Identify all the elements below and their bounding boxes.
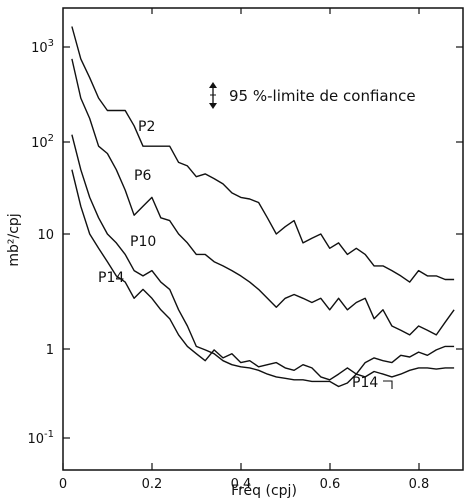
series-layer <box>71 26 455 388</box>
plot-frame <box>62 7 464 471</box>
series-line-p10 <box>71 134 455 388</box>
y-tick-label: 1 <box>46 343 54 358</box>
y-tick-label: 103 <box>31 38 54 56</box>
y-tick-label: 102 <box>31 133 54 151</box>
confidence-annotation: 95 %-limite de confiance <box>229 87 416 105</box>
confidence-marker-icon <box>209 82 217 109</box>
series-label-p10: P10 <box>130 234 156 250</box>
x-tick-label: 0.8 <box>409 477 430 492</box>
x-tick-label: 0 <box>59 477 67 492</box>
series-line-p14 <box>71 169 455 381</box>
series-line-p6 <box>71 58 455 336</box>
x-tick-label: 0.6 <box>320 477 341 492</box>
callout-leader <box>383 380 393 389</box>
x-tick-label: 0.2 <box>142 477 163 492</box>
y-axis-title: mb²/cpj <box>6 213 22 266</box>
y-tick-label: 10-1 <box>27 429 54 447</box>
series-label-p6: P6 <box>134 168 151 184</box>
series-label-p14-callout: P14 <box>352 375 378 391</box>
series-label-p14: P14 <box>98 270 124 286</box>
x-tick-label: 0.4 <box>231 477 252 492</box>
y-tick-label: 10 <box>37 228 54 243</box>
x-axis-title: Fréq (cpj) <box>231 483 297 498</box>
y-axis: 10-1 1 10 102 103 <box>27 38 463 447</box>
series-label-p2: P2 <box>138 119 155 135</box>
x-axis: 0 0.2 0.4 0.6 0.8 <box>59 8 429 492</box>
series-line-p2 <box>71 26 455 283</box>
